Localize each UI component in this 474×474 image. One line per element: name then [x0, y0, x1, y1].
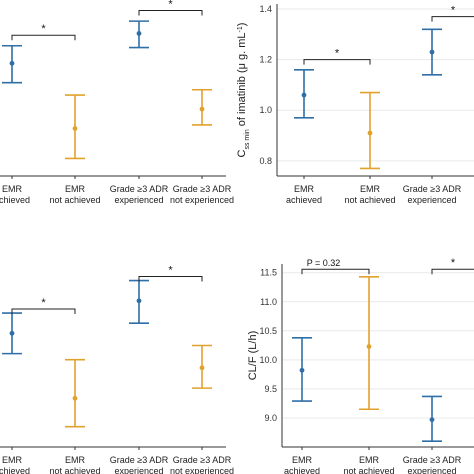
significance-label: * [41, 23, 46, 35]
category-label-line1: EMR [359, 455, 380, 465]
mean-point [9, 330, 15, 336]
category-label-line2: not experienced [170, 466, 234, 474]
y-axis-title: CL/F (L/h) [247, 331, 259, 381]
y-tick-label: 9.5 [264, 384, 277, 394]
mean-point [367, 130, 373, 136]
y-axis-title: Css min of imatinib (μ g. mL-1) [236, 23, 251, 158]
significance-bracket [301, 268, 370, 275]
category-label-line1: Grade ≥3 ADR [173, 184, 232, 194]
significance-bracket [11, 34, 76, 41]
category-label-line1: Grade ≥3 ADR [173, 455, 232, 465]
significance-label: * [168, 264, 173, 276]
y-axis-title-part: C [236, 149, 248, 157]
mean-point [429, 49, 435, 55]
significance-label: * [168, 0, 173, 11]
category-label-line1: Grade ≥3 ADR [110, 455, 169, 465]
y-tick-label: 1.0 [259, 105, 272, 115]
significance-label: * [451, 5, 456, 17]
category-label-line1: Grade ≥3 ADR [110, 184, 169, 194]
significance-bracket [11, 308, 76, 314]
category-label-line1: EMR [65, 184, 86, 194]
category-label-line1: EMR [292, 455, 313, 465]
category-label-line1: Grade ≥3 ADR [403, 184, 462, 194]
category-label-line2: not achieved [49, 195, 100, 205]
significance-label: * [335, 48, 340, 60]
y-axis-title-part: ) [236, 23, 248, 27]
category-label-line1: EMR [360, 184, 381, 194]
y-tick-label: 0.8 [259, 156, 272, 166]
y-axis-title-part: -1 [237, 26, 244, 32]
mean-point [72, 395, 78, 401]
category-label-line2: achieved [286, 195, 322, 205]
y-tick-label: 11.0 [260, 297, 277, 307]
category-label-line1: EMR [294, 184, 315, 194]
mean-point [72, 126, 78, 131]
significance-label: * [41, 297, 46, 309]
category-label-line1: Grade ≥3 ADR [403, 455, 462, 465]
mean-point [199, 106, 205, 112]
category-label-line1: EMR [2, 455, 23, 465]
category-label-line2: achieved [284, 466, 320, 474]
category-label-line2: experienced [114, 466, 163, 474]
category-label-line1: EMR [2, 184, 23, 194]
category-label-line2: not achieved [343, 466, 394, 474]
mean-point [136, 31, 142, 36]
significance-bracket [138, 275, 203, 282]
significance-bracket [303, 59, 371, 65]
category-label-line2: not achieved [49, 466, 100, 474]
category-label-line2: not achieved [344, 195, 395, 205]
category-label-line2: achieved [0, 195, 30, 205]
category-label-line2: experienced [407, 195, 456, 205]
mean-point [9, 60, 15, 66]
category-label-line2: not experienced [170, 195, 234, 205]
y-axis-title-part: of imatinib (μ g. mL [236, 32, 248, 129]
category-label-line2: experienced [407, 466, 456, 474]
significance-bracket [431, 268, 474, 275]
mean-point [299, 367, 305, 373]
category-label-line1: EMR [65, 455, 86, 465]
category-label-line2: experienced [114, 195, 163, 205]
mean-point [136, 298, 142, 304]
y-axis-title-part: CL/F (L/h) [247, 331, 259, 381]
y-tick-label: 1.2 [259, 55, 272, 65]
significance-bracket [138, 10, 203, 16]
significance-bracket [431, 16, 474, 22]
mean-point [199, 365, 205, 371]
mean-point [429, 417, 435, 423]
significance-label: * [451, 257, 456, 269]
y-axis-title-part: ss min [244, 129, 251, 149]
panel-bottom-right: 9.09.510.010.511.011.5CL/F (L/h)EMRachie… [247, 257, 474, 474]
mean-point [301, 92, 307, 98]
y-tick-label: 1.4 [259, 4, 272, 14]
mean-point [366, 344, 372, 349]
category-label-line2: achieved [0, 466, 30, 474]
y-tick-label: 9.0 [264, 413, 277, 423]
panel-top-right: 0.8 1.0 1.2 1.4 Css min of imatinib (μ g. mL… [236, 4, 474, 205]
y-tick-label: 10.5 [259, 326, 277, 336]
y-tick-label: 10.0 [259, 355, 277, 365]
significance-label: P = 0.32 [307, 258, 341, 268]
y-tick-label: 11.5 [260, 268, 277, 278]
